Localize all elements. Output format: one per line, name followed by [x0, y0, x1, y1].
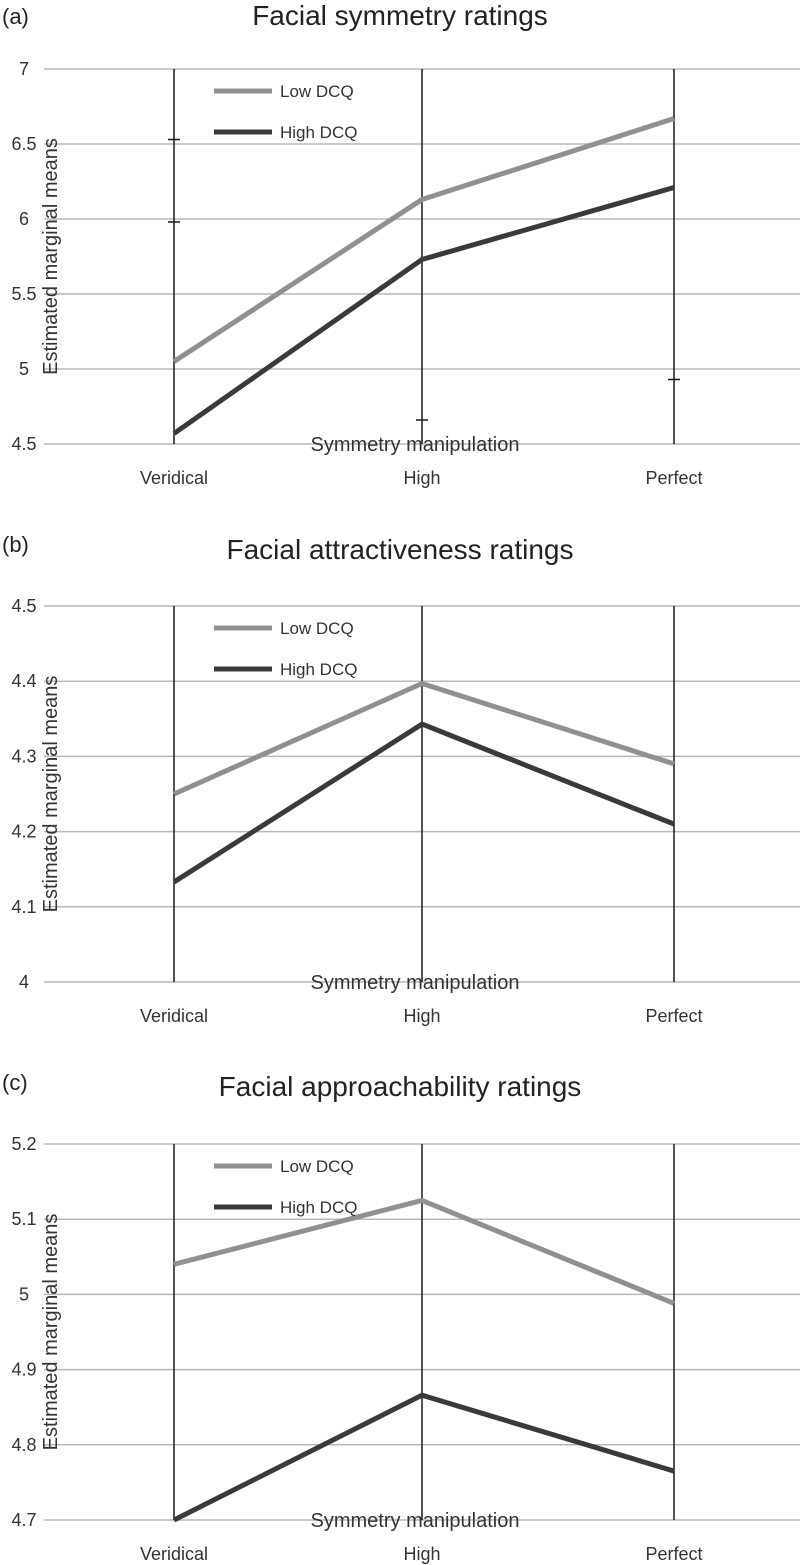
y-tick-label: 4.5 [11, 596, 36, 616]
x-tick-label: Perfect [645, 1544, 702, 1564]
series-line-high-dcq [172, 721, 675, 885]
y-tick-label: 4.2 [11, 822, 36, 842]
y-tick-label: 5 [19, 1284, 29, 1304]
legend-label: High DCQ [280, 1198, 357, 1217]
series-line-low-dcq [173, 1197, 675, 1306]
chart-svg: 4.5 5 5.5 6 6.5 7 Low DCQ High DCQ Estimated mar… [11, 59, 800, 488]
legend-label: High DCQ [280, 660, 357, 679]
y-tick-label: 4.8 [11, 1435, 36, 1455]
x-tick-label: High [403, 1544, 440, 1564]
panel-label: (a) [2, 4, 29, 29]
chart-svg: 4 4.1 4.2 4.3 4.4 4.5 Low DCQ High DCQ Estimated… [11, 596, 800, 1026]
panel-label: (b) [2, 532, 29, 557]
legend-label: Low DCQ [280, 619, 354, 638]
y-tick-label: 5 [19, 359, 29, 379]
x-tick-label: High [403, 1006, 440, 1026]
series-line-high-dcq [172, 1392, 675, 1523]
chart-title: Facial approachability ratings [218, 1071, 582, 1102]
x-axis-label: Symmetry manipulation [311, 1510, 520, 1532]
y-tick-label: 5.1 [11, 1209, 36, 1229]
y-tick-label: 5.2 [11, 1134, 36, 1154]
y-tick-label: 4.7 [11, 1510, 36, 1530]
y-axis-label: Estimated marginal means [40, 676, 62, 913]
y-tick-label: 4.3 [11, 746, 36, 766]
x-tick-label: Perfect [645, 468, 702, 488]
x-tick-label: High [403, 468, 440, 488]
legend-label: Low DCQ [280, 82, 354, 101]
series-line-high-dcq [172, 185, 675, 436]
x-tick-label: Perfect [645, 1006, 702, 1026]
y-axis-label: Estimated marginal means [40, 1214, 62, 1451]
chart-panel-a: (a) Facial symmetry ratings 4.5 5 5.5 6 6.5 7… [0, 0, 800, 510]
y-axis-label: Estimated marginal means [40, 138, 62, 375]
x-axis-label: Symmetry manipulation [311, 434, 520, 456]
y-tick-label: 4.1 [11, 897, 36, 917]
x-tick-label: Veridical [140, 1544, 208, 1564]
series-line-low-dcq [172, 116, 675, 364]
legend-label: High DCQ [280, 123, 357, 142]
series-line-low-dcq [172, 681, 675, 797]
y-tick-label: 4.5 [11, 434, 36, 454]
y-tick-label: 6 [19, 209, 29, 229]
chart-title: Facial attractiveness ratings [226, 534, 574, 565]
x-axis-label: Symmetry manipulation [311, 972, 520, 994]
y-tick-label: 4.4 [11, 671, 36, 691]
y-tick-label: 6.5 [11, 134, 36, 154]
chart-panel-b: (b) Facial attractiveness ratings 4 4.1 4.… [2, 532, 800, 1026]
legend-label: Low DCQ [280, 1157, 354, 1176]
y-tick-label: 4.9 [11, 1360, 36, 1380]
y-tick-label: 7 [19, 59, 29, 79]
y-tick-label: 5.5 [11, 284, 36, 304]
y-tick-label: 4 [19, 972, 29, 992]
x-tick-label: Veridical [140, 1006, 208, 1026]
x-tick-label: Veridical [140, 468, 208, 488]
chart-title: Facial symmetry ratings [252, 0, 548, 31]
panel-label: (c) [2, 1070, 28, 1095]
